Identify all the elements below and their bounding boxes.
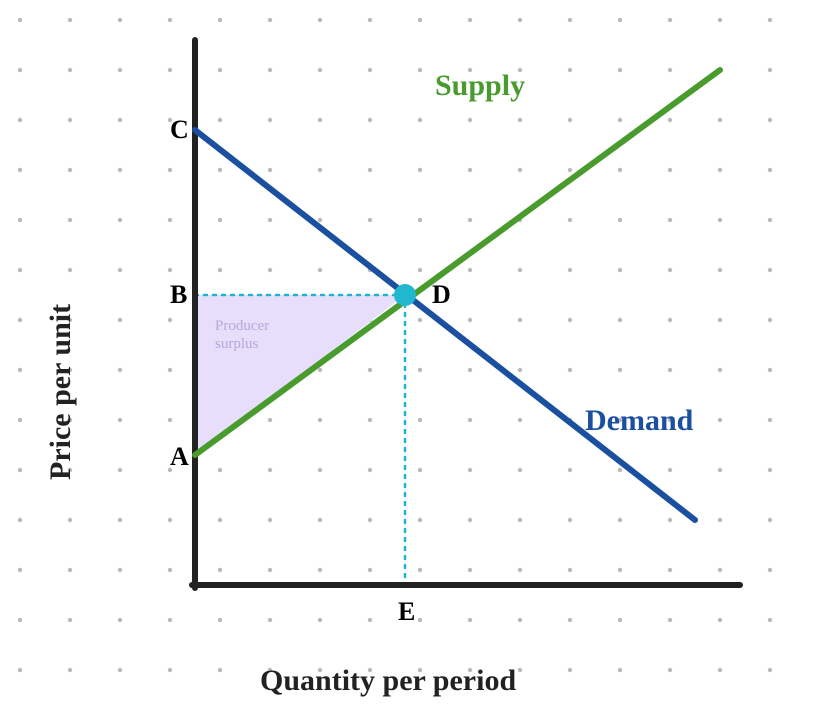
supply-demand-diagram: Producer surplus A B C D E Supply Demand… xyxy=(0,0,816,726)
y-axis-label: Price per unit xyxy=(44,304,77,480)
point-label-E: E xyxy=(398,597,415,626)
producer-surplus-label-1: Producer xyxy=(215,318,269,334)
x-axis-label: Quantity per period xyxy=(260,664,516,697)
point-label-C: C xyxy=(170,115,189,144)
point-label-D: D xyxy=(432,280,451,309)
demand-label: Demand xyxy=(585,404,694,437)
supply-curve xyxy=(195,70,720,455)
point-label-B: B xyxy=(170,280,187,309)
producer-surplus-label-2: surplus xyxy=(215,336,259,352)
equilibrium-point xyxy=(394,284,416,306)
supply-label: Supply xyxy=(435,69,525,102)
point-label-A: A xyxy=(170,442,189,471)
